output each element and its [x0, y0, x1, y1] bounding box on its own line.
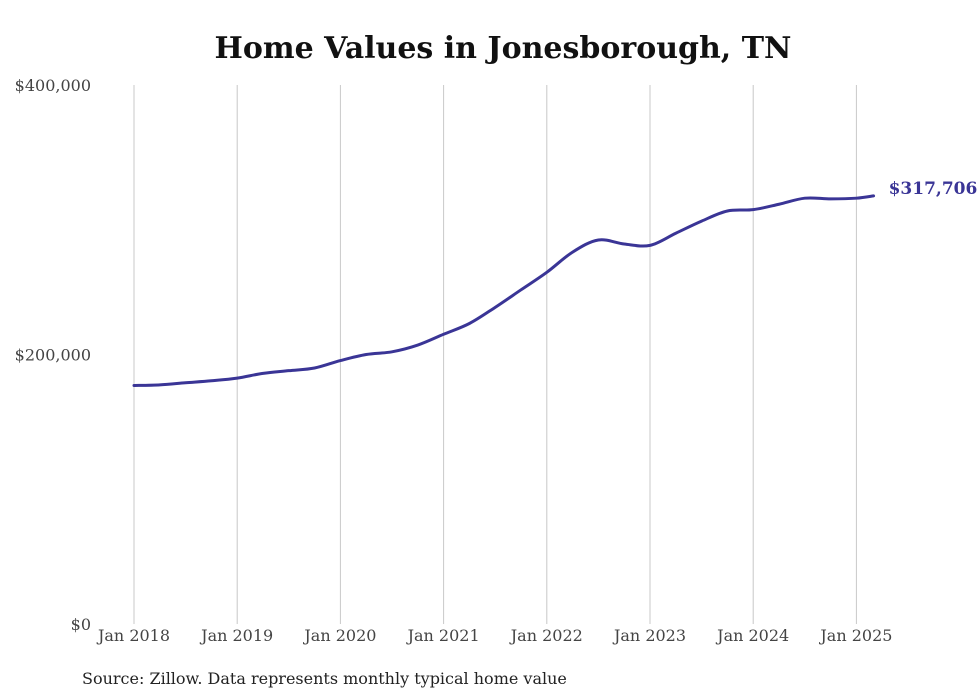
x-tick-label: Jan 2021: [406, 626, 480, 645]
y-tick-label: $200,000: [15, 346, 91, 365]
x-tick-label: Jan 2025: [818, 626, 892, 645]
series-line: [132, 194, 876, 387]
x-tick-label: Jan 2020: [302, 626, 376, 645]
x-tick-label: Jan 2019: [199, 626, 273, 645]
y-tick-label: $0: [71, 615, 91, 634]
x-tick-label: Jan 2018: [96, 626, 170, 645]
x-axis-ticks: Jan 2018 Jan 2019 Jan 2020 Jan 2021 Jan 2022…: [96, 626, 892, 645]
y-tick-label: $400,000: [15, 76, 91, 95]
end-value-label: $317,706: [889, 179, 978, 199]
grid-lines: [133, 85, 857, 624]
x-tick-label: Jan 2024: [715, 626, 789, 645]
chart-title: Home Values in Jonesborough, TN: [215, 31, 792, 66]
x-tick-label: Jan 2022: [509, 626, 583, 645]
source-note: Source: Zillow. Data represents monthly …: [82, 669, 567, 688]
y-axis-ticks: $0 $200,000 $400,000: [15, 76, 91, 634]
series-line-group: $317,706: [132, 179, 978, 387]
x-tick-label: Jan 2023: [612, 626, 686, 645]
